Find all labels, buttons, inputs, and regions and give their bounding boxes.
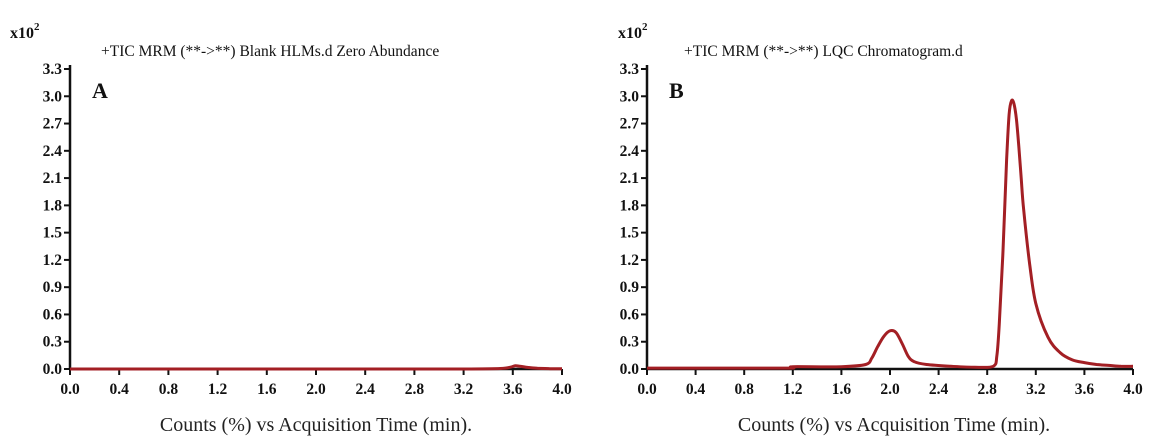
y-tick-label: 2.7	[43, 116, 63, 133]
chart-panel-a: x102 +TIC MRM (**->**) Blank HLMs.d Zero…	[10, 21, 572, 436]
x-tick-label: 0.8	[735, 381, 755, 398]
x-tick-label: 3.6	[503, 381, 523, 398]
y-tick-label: 0.3	[620, 334, 640, 351]
y-tick-label: 3.3	[43, 61, 63, 78]
x-tick-label: 1.6	[257, 381, 277, 398]
axes-b	[641, 65, 1134, 375]
x-tick-label: 3.2	[454, 381, 474, 398]
y-tick-label: 2.4	[620, 143, 640, 160]
y-tick-label: 0.0	[620, 361, 640, 378]
y-tick-label: 3.0	[620, 88, 640, 105]
y-tick-labels-b: 0.0 0.3 0.6 0.9 1.2 1.5 1.8 2.1 2.4 2.7 3.0 3.3	[620, 61, 640, 378]
x-tick-label: 2.0	[880, 381, 900, 398]
x-tick-label: 1.2	[208, 381, 228, 398]
x-tick-label: 2.4	[929, 381, 949, 398]
x-tick-labels-b: 0.0 0.4 0.8 1.2 1.6 2.0 2.4 2.8 3.2 3.6 4.0	[637, 381, 1143, 398]
y-tick-label: 1.5	[43, 225, 63, 242]
y-tick-label: 0.9	[43, 279, 63, 296]
y-tick-label: 1.8	[620, 197, 640, 214]
y-tick-label: 2.1	[43, 170, 62, 187]
y-multiplier-a: x102	[10, 21, 40, 42]
y-tick-label: 3.0	[43, 88, 63, 105]
y-tick-label: 0.9	[620, 279, 640, 296]
series-line-a	[70, 364, 563, 371]
y-tick-label: 1.2	[43, 252, 63, 269]
x-tick-label: 4.0	[552, 381, 572, 398]
panel-letter-a: A	[92, 78, 108, 103]
x-tick-label: 0.8	[159, 381, 179, 398]
y-tick-label: 0.6	[43, 306, 63, 323]
y-tick-label: 1.5	[620, 225, 640, 242]
y-tick-label: 0.6	[620, 306, 640, 323]
chart-panel-b: x102 +TIC MRM (**->**) LQC Chromatogram.…	[618, 21, 1143, 436]
x-tick-label: 0.0	[60, 381, 80, 398]
x-tick-labels-a: 0.0 0.4 0.8 1.2 1.6 2.0 2.4 2.8 3.2 3.6 4.0	[60, 381, 572, 398]
y-tick-label: 0.0	[43, 361, 63, 378]
x-tick-label: 0.4	[686, 381, 706, 398]
x-axis-label-b: Counts (%) vs Acquisition Time (min).	[738, 414, 1050, 436]
x-tick-label: 1.6	[832, 381, 852, 398]
x-tick-label: 1.2	[783, 381, 803, 398]
y-tick-label: 2.4	[43, 143, 63, 160]
x-tick-label: 3.6	[1075, 381, 1095, 398]
y-tick-label: 3.3	[620, 61, 640, 78]
x-tick-label: 2.8	[405, 381, 425, 398]
x-tick-label: 2.4	[356, 381, 376, 398]
x-tick-label: 0.0	[637, 381, 657, 398]
y-tick-label: 2.7	[620, 116, 640, 133]
y-tick-label: 1.8	[43, 197, 63, 214]
chart-title-a: +TIC MRM (**->**) Blank HLMs.d Zero Abun…	[101, 43, 439, 60]
y-multiplier-b: x102	[618, 21, 648, 42]
x-tick-label: 4.0	[1123, 381, 1143, 398]
y-tick-label: 1.2	[620, 252, 640, 269]
series-line-b	[646, 98, 1134, 370]
x-tick-label: 3.2	[1026, 381, 1046, 398]
x-tick-label: 2.8	[978, 381, 998, 398]
y-tick-label: 2.1	[620, 170, 639, 187]
chart-title-b: +TIC MRM (**->**) LQC Chromatogram.d	[684, 43, 963, 60]
axes-a	[64, 65, 563, 375]
x-tick-label: 2.0	[306, 381, 326, 398]
x-axis-label-a: Counts (%) vs Acquisition Time (min).	[160, 414, 472, 436]
x-tick-label: 0.4	[110, 381, 130, 398]
y-tick-labels-a: 0.0 0.3 0.6 0.9 1.2 1.5 1.8 2.1 2.4 2.7 3.0 3.3	[43, 61, 63, 378]
y-tick-label: 0.3	[43, 334, 63, 351]
panel-letter-b: B	[669, 78, 684, 103]
